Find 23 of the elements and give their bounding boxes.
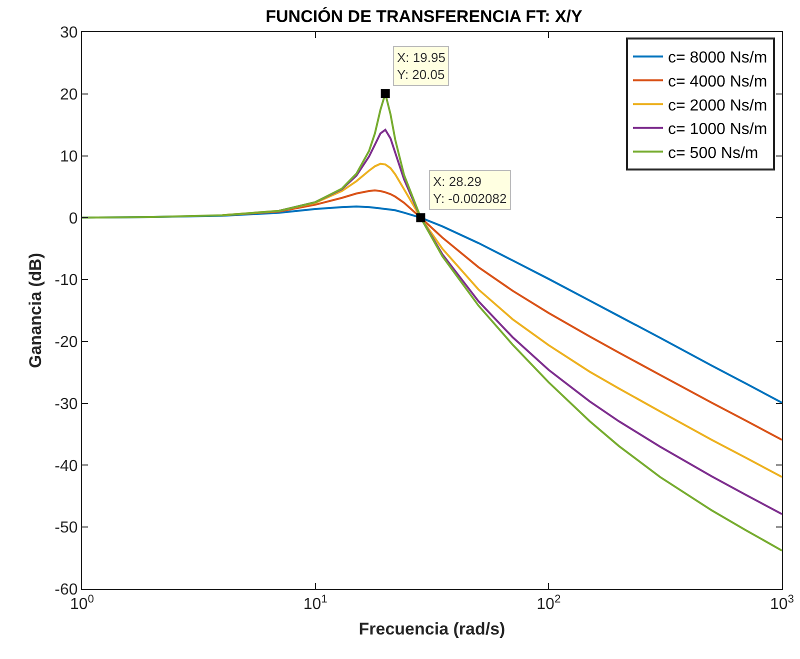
- y-tick-label: -50: [54, 520, 78, 537]
- y-tick-label: 0: [68, 210, 78, 228]
- y-tick-label: -60: [54, 582, 78, 599]
- y-tick-label: -20: [54, 334, 78, 352]
- x-tick-label: 10$^{3}$: [770, 593, 794, 614]
- y-tick-label: 30: [60, 24, 78, 42]
- y-tick-label: -40: [54, 458, 78, 475]
- x-axis-title: Frecuencia (rad/s): [358, 620, 506, 639]
- legend-label: c= 8000 Ns/m: [668, 50, 768, 67]
- chart-title: FUNCIÓN DE TRANSFERENCIA FT: X/Y: [266, 6, 584, 26]
- legend-label: c= 4000 Ns/m: [668, 74, 768, 91]
- y-axis-title: Ganancia (dB): [26, 252, 46, 368]
- y-tick-label: -30: [54, 396, 78, 413]
- x-tick-label: 10$^{2}$: [536, 593, 561, 614]
- x-tick-label: 10$^{1}$: [303, 593, 328, 614]
- annotation: X: 19.95 Y: 20.05: [397, 50, 446, 82]
- legend-label: c= 2000 Ns/m: [668, 97, 768, 114]
- legend-label: c= 500 Ns/m: [668, 144, 758, 162]
- legend-label: c= 1000 Ns/m: [668, 121, 768, 138]
- y-tick-label: 10: [60, 148, 78, 166]
- y-tick-label: -10: [54, 272, 78, 290]
- y-tick-label: 20: [60, 86, 78, 104]
- annotation: X: 28.29 Y: -0.002082: [433, 174, 507, 206]
